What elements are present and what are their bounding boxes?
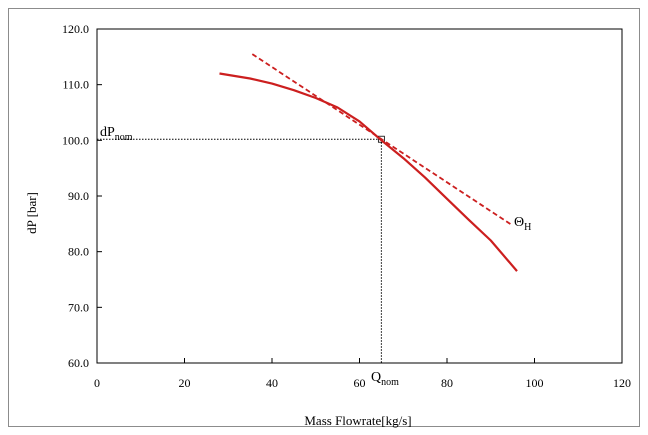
x-tick-label: 20 [179,376,191,390]
y-tick-label: 110.0 [62,78,89,92]
x-tick-label: 100 [526,376,544,390]
x-tick-label: 60 [354,376,366,390]
y-tick-label: 70.0 [68,300,89,314]
y-tick-label: 80.0 [68,245,89,259]
pump-curve-series [219,72,518,272]
y-tick-label: 60.0 [68,356,89,370]
y-tick-label: 90.0 [68,189,89,203]
x-tick-label: 0 [94,376,100,390]
series-group [219,53,518,272]
theta-h-label: ΘH [514,215,531,233]
tick-labels: 60.0 70.0 80.0 90.0 100.0 110.0 120.0 0 20 40 60 80… [62,22,631,390]
q-nom-label: Qnom [371,370,399,388]
y-tick-label: 120.0 [62,22,89,36]
chart-frame [8,8,640,427]
nominal-point-marker [377,135,385,143]
dp-nom-sub: nom [115,132,133,143]
x-tick-label: 40 [266,376,278,390]
tangent-line-series [251,53,514,227]
y-axis-title: dP [bar] [24,192,39,234]
q-nom-sub: nom [381,377,399,388]
dp-nom-label: dPnom [100,125,133,143]
reference-lines [97,135,385,363]
x-tick-label: 80 [441,376,453,390]
axis-ticks [96,28,623,364]
dp-nom-main: dP [100,125,115,140]
x-axis-title: Mass Flowrate[kg/s] [304,413,411,428]
q-nom-main: Q [371,370,381,385]
plot-area [96,28,623,364]
y-tick-label: 100.0 [62,133,89,147]
theta-h-main: Θ [514,215,524,230]
x-tick-label: 120 [613,376,631,390]
theta-h-sub: H [524,222,531,233]
